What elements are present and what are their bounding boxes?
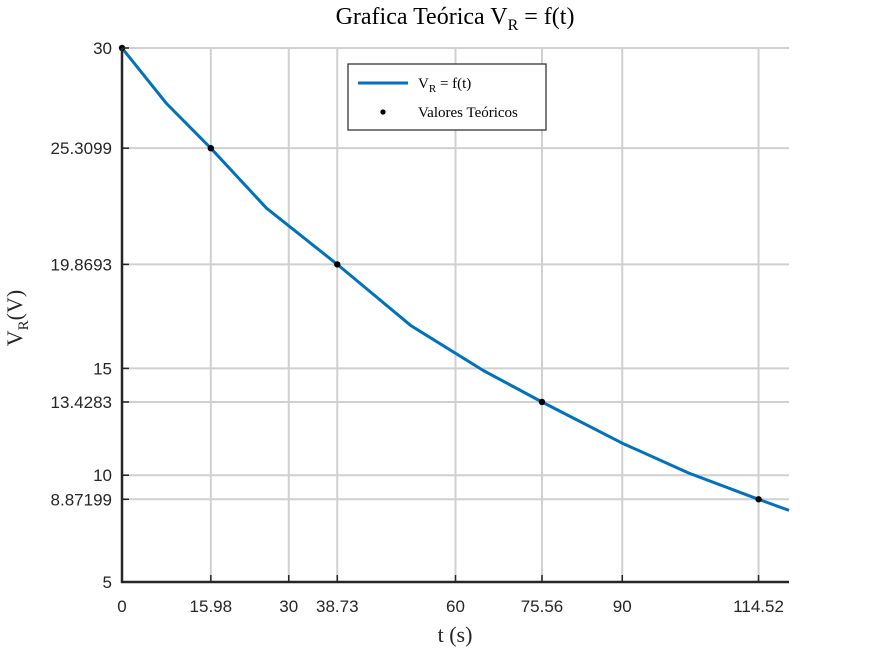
x-axis-label: t (s) — [438, 622, 473, 647]
x-tick-label: 38.73 — [316, 597, 359, 616]
series-line-vr — [120, 47, 790, 512]
data-point — [334, 261, 341, 268]
tick-labels: 0 15.98 30 38.73 60 75.56 90 114.52 5 8.87199 10 13… — [51, 39, 784, 616]
y-tick-label: 30 — [93, 39, 112, 58]
y-tick-label: 15 — [93, 359, 112, 378]
data-point — [538, 398, 546, 406]
axes — [120, 47, 789, 584]
y-tick-label: 25.3099 — [51, 139, 112, 158]
y-tick-label: 5 — [103, 573, 112, 592]
y-tick-label: 10 — [93, 466, 112, 485]
legend: VR = f(t) Valores Teóricos — [347, 63, 547, 131]
legend-point-swatch — [380, 109, 386, 115]
x-tick-label: 90 — [613, 597, 632, 616]
x-tick-label: 114.52 — [733, 597, 784, 616]
legend-label: VR = f(t) — [418, 76, 471, 95]
data-point — [755, 496, 762, 503]
grid — [122, 47, 789, 582]
series-layer — [118, 44, 790, 512]
y-axis-label: VR(V) — [2, 290, 32, 346]
y-tick-label: 19.8693 — [51, 255, 112, 274]
x-tick-label: 60 — [446, 597, 465, 616]
x-tick-label: 15.98 — [190, 597, 233, 616]
legend-box — [347, 63, 547, 131]
chart-title: Grafica Teórica VR = f(t) — [336, 4, 575, 34]
y-tick-label: 13.4283 — [51, 393, 112, 412]
legend-label: Valores Teóricos — [418, 105, 518, 121]
x-tick-label: 75.56 — [521, 597, 564, 616]
x-tick-label: 30 — [279, 597, 298, 616]
data-point — [207, 144, 215, 152]
x-tick-label: 0 — [117, 597, 126, 616]
y-tick-label: 8.87199 — [51, 490, 112, 509]
